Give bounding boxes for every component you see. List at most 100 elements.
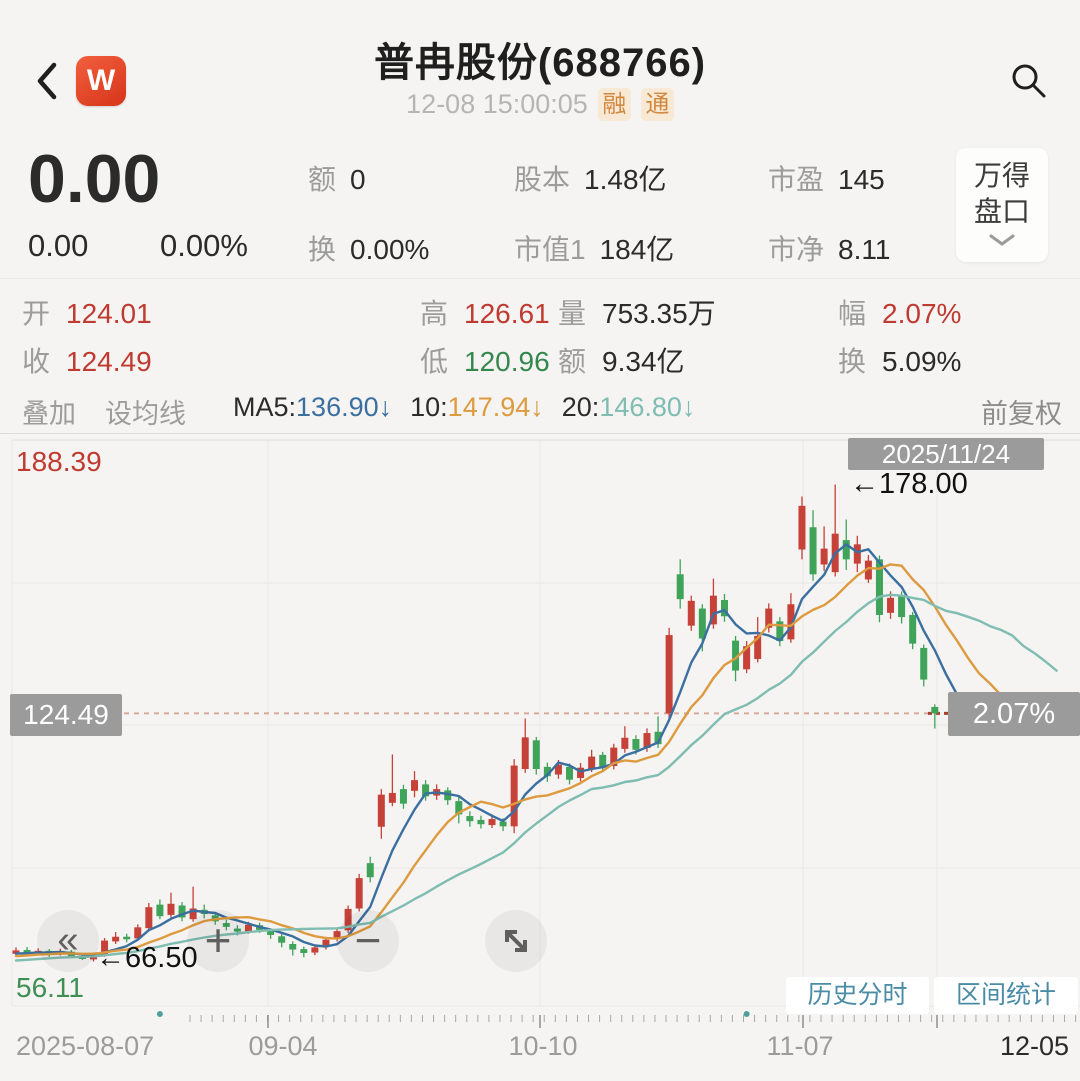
candle-body <box>399 789 407 804</box>
candle-body <box>101 940 109 956</box>
candle-body <box>388 792 396 803</box>
candle-body <box>654 731 662 745</box>
candle-body <box>577 767 585 778</box>
high-annotation: ←178.00 <box>850 468 968 500</box>
stat-high: 高 126.61 <box>420 298 550 329</box>
candle-body <box>676 574 684 600</box>
pan-left-button[interactable]: « <box>37 910 99 972</box>
search-button[interactable] <box>1006 58 1050 102</box>
candle-body <box>355 878 363 909</box>
divider <box>0 278 1080 279</box>
stat-amplitude: 幅 2.07% <box>838 298 962 329</box>
candle-body <box>532 740 540 769</box>
interval-stats-button[interactable]: 区间统计 <box>934 977 1078 1014</box>
wind-order-book-panel[interactable]: 万得 盘口 <box>956 148 1048 262</box>
candle-body <box>909 614 917 644</box>
candle-body <box>632 739 640 750</box>
candle-body <box>566 766 573 780</box>
quote-field-pe: 市盈 145 <box>768 164 885 195</box>
candle-body <box>411 780 419 791</box>
double-chevron-left-icon: « <box>57 919 79 961</box>
candle-body <box>333 931 341 939</box>
page-title: 普冉股份(688766) <box>373 41 707 85</box>
candle-body <box>776 621 784 642</box>
adjust-mode-button[interactable]: 前复权 <box>981 399 1062 429</box>
stat-turnover-rate: 换 5.09% <box>838 346 962 377</box>
candle-body <box>344 908 352 931</box>
candle-body <box>455 801 463 815</box>
y-axis-min-label: 56.11 <box>16 972 84 1003</box>
event-dot <box>156 1011 163 1017</box>
candle-body <box>665 635 673 714</box>
candle-body <box>233 928 241 932</box>
ma-toolbar: 叠加 设均线 MA5:136.90↓ 10:147.94↓ 20:146.80↓ 前… <box>0 392 1080 432</box>
price-change: 0.00 <box>28 228 89 263</box>
candle-body <box>687 600 695 626</box>
ma5-line <box>14 543 992 957</box>
zoom-in-button[interactable]: + <box>187 910 249 972</box>
x-axis-label-1: 09-04 <box>248 1031 318 1061</box>
sh-hk-connect-badge: 通 <box>640 88 674 121</box>
candle-body <box>422 784 430 797</box>
candle-body <box>156 904 164 917</box>
candle-body <box>189 908 197 920</box>
expand-icon <box>505 930 527 952</box>
candle-body <box>366 863 374 878</box>
price-change-pct: 0.00% <box>160 228 248 263</box>
candle-body <box>123 936 131 940</box>
zoom-out-button[interactable]: − <box>337 910 399 972</box>
candle-body <box>377 794 385 827</box>
candle-body <box>765 608 773 628</box>
candle-body <box>289 944 297 950</box>
stat-open: 开 124.01 <box>22 298 152 329</box>
set-ma-button[interactable]: 设均线 <box>105 399 186 429</box>
wind-box-line1: 万得 <box>973 160 1030 191</box>
x-axis-label-4: 12-05 <box>1000 1031 1070 1061</box>
candle-body <box>222 923 230 927</box>
last-close-badge: 124.49 <box>10 694 122 736</box>
candle-body <box>23 949 31 954</box>
candle-body <box>720 599 728 617</box>
candle-body <box>178 905 186 918</box>
candle-body <box>112 936 120 942</box>
candle-body <box>134 927 142 939</box>
wind-box-line2: 盘口 <box>973 196 1030 227</box>
candle-body <box>643 733 651 749</box>
candle-body <box>588 756 596 769</box>
candle-body <box>931 706 939 714</box>
candle-body <box>521 737 529 769</box>
fullscreen-button[interactable] <box>485 910 547 972</box>
history-intraday-button[interactable]: 历史分时 <box>786 977 929 1014</box>
candle-body <box>709 595 717 625</box>
overlay-button[interactable]: 叠加 <box>22 399 76 429</box>
back-button[interactable] <box>30 58 64 104</box>
candle-body <box>543 766 551 777</box>
candle-body <box>743 646 751 670</box>
candle-body <box>853 544 861 564</box>
candle-body <box>809 527 817 575</box>
minus-icon: − <box>354 914 382 966</box>
margin-badge: 融 <box>597 88 631 121</box>
candle-body <box>875 559 883 615</box>
candle-body <box>267 931 275 936</box>
stat-low: 低 120.96 <box>420 346 550 377</box>
candle-body <box>610 747 618 767</box>
last-price: 0.00 <box>28 141 161 217</box>
candle-body <box>698 608 706 639</box>
candle-body <box>898 595 906 618</box>
stat-close: 收 124.49 <box>22 346 152 377</box>
divider <box>0 433 1080 434</box>
candle-body <box>12 950 20 954</box>
kline-chart[interactable] <box>0 437 1080 1029</box>
ma20-line <box>14 593 1058 962</box>
candle-body <box>798 505 806 550</box>
candle-body <box>754 635 762 660</box>
quote-field-pb: 市净 8.11 <box>768 234 891 265</box>
quote-field-share-capital: 股本 1.48亿 <box>514 164 667 195</box>
back-chevron-icon <box>37 62 57 100</box>
ma10-line <box>14 563 1025 958</box>
x-axis-label-0: 2025-08-07 <box>16 1031 155 1061</box>
wind-app-logo[interactable]: W <box>76 56 126 106</box>
search-icon <box>1012 64 1046 98</box>
